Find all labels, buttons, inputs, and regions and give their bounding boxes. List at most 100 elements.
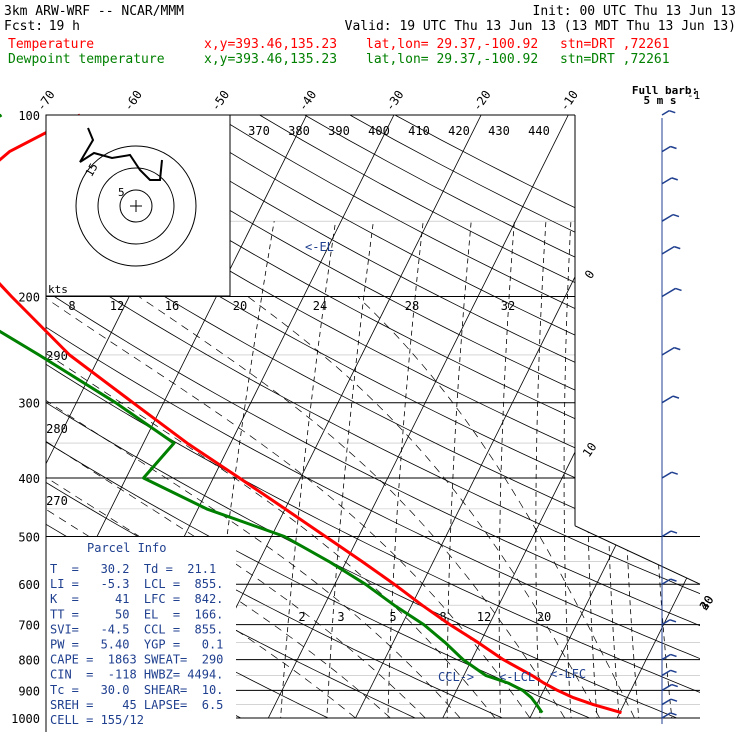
isotherm-label: -50 bbox=[208, 88, 232, 114]
wind-key-title: Full barb: bbox=[632, 84, 698, 97]
mixing-ratio-label: 28 bbox=[405, 299, 419, 313]
wind-barb-flag bbox=[669, 619, 677, 623]
parcel-info-rows: T = 30.2 Td = 21.1LI = -5.3 LCL = 855.K … bbox=[50, 562, 223, 727]
mixing-ratio-label: 5 bbox=[389, 610, 396, 624]
mixing-ratio-label: 12 bbox=[110, 299, 124, 313]
valid-time: Valid: 19 UTC Thu 13 Jun 13 (13 MDT Thu … bbox=[345, 19, 736, 34]
wind-barb-flag bbox=[670, 712, 677, 716]
dry-adiabat-line bbox=[214, 115, 700, 718]
wind-barb-flag bbox=[670, 669, 677, 674]
wind-barb bbox=[661, 213, 674, 222]
parcel-info-row: K = 41 LFC = 842. bbox=[50, 592, 223, 606]
wind-barb-flag bbox=[675, 287, 682, 292]
model-title: 3km ARW-WRF -- NCAR/MMM bbox=[4, 4, 184, 19]
wind-barb-flag bbox=[671, 471, 678, 475]
dry-adiabat-line bbox=[46, 115, 700, 718]
dry-adiabat-line bbox=[46, 115, 700, 718]
temp-station: stn=DRT ,72261 bbox=[560, 37, 670, 52]
pressure-label: 200 bbox=[18, 291, 40, 305]
parcel-info-row: PW = 5.40 YGP = 0.1 bbox=[50, 638, 223, 652]
dry-adiabat-label: 290 bbox=[46, 349, 68, 363]
pressure-label: 600 bbox=[18, 578, 40, 592]
dew-xy: x,y=393.46,135.23 bbox=[204, 52, 337, 67]
isotherm-label: -20 bbox=[470, 88, 494, 114]
frame-skew bbox=[574, 525, 701, 585]
moist-adiabat-line bbox=[46, 296, 391, 718]
mixing-ratio-line bbox=[387, 221, 424, 718]
profiles bbox=[0, 113, 622, 715]
temp-latlon: lat,lon= 29.37,-100.92 bbox=[366, 37, 538, 52]
theta-label: 400 bbox=[368, 124, 390, 138]
mixing-ratio-line bbox=[279, 221, 336, 718]
mixing-ratio-label: 2 bbox=[298, 610, 305, 624]
wind-barb bbox=[661, 698, 672, 706]
wind-barb-flag bbox=[670, 578, 677, 582]
isotherm-line bbox=[267, 115, 569, 718]
wind-barb bbox=[661, 110, 670, 116]
dry-adiabat-label: 280 bbox=[46, 422, 68, 436]
isotherm-label: -10 bbox=[557, 88, 581, 114]
wind-barb-flag bbox=[670, 530, 678, 534]
hodograph-ring-2 bbox=[97, 167, 175, 245]
theta-label: 380 bbox=[288, 124, 310, 138]
isotherm-line bbox=[616, 115, 700, 718]
mixing-ratio-label: 20 bbox=[537, 610, 551, 624]
dry-adiabat-line bbox=[46, 115, 700, 718]
dry-adiabat-line bbox=[46, 115, 700, 718]
wind-barb-flag bbox=[671, 683, 678, 688]
hodograph-units: kts bbox=[48, 283, 68, 296]
theta-label: 370 bbox=[248, 124, 270, 138]
wind-barbs bbox=[661, 109, 682, 724]
mixing-ratio-line bbox=[622, 221, 641, 718]
wind-barb bbox=[661, 712, 671, 719]
pressure-label: 400 bbox=[18, 472, 40, 486]
wind-barb bbox=[661, 145, 671, 153]
pressure-label: 100 bbox=[18, 109, 40, 123]
wind-barb bbox=[661, 530, 672, 538]
hodograph-ring-label-5: 5 bbox=[118, 186, 125, 199]
wind-barb-flag bbox=[670, 145, 677, 150]
dry-adiabat-line bbox=[46, 115, 700, 718]
pressure-label: 1000 bbox=[11, 712, 40, 726]
temperature-legend: Temperature bbox=[8, 37, 94, 52]
mixing-ratio-label: 3 bbox=[337, 610, 344, 624]
dry-adiabat-label: 270 bbox=[46, 494, 68, 508]
dry-adiabat-line bbox=[46, 115, 700, 718]
mixing-ratio-line bbox=[498, 221, 515, 718]
parcel-info-row: Tc = 30.0 SHEAR= 10. bbox=[50, 683, 223, 697]
ccl-annotation: CCL-> bbox=[438, 670, 474, 684]
isotherm-label: 10 bbox=[580, 440, 600, 460]
wind-barb bbox=[661, 683, 673, 692]
moist-adiabat-line bbox=[46, 296, 461, 718]
parcel-info-row: TT = 50 EL = 166. bbox=[50, 607, 223, 621]
hodograph-trace bbox=[79, 127, 163, 181]
wind-barb bbox=[661, 245, 675, 255]
theta-label: 420 bbox=[448, 124, 470, 138]
wind-barb bbox=[661, 471, 673, 479]
temp-xy: x,y=393.46,135.23 bbox=[204, 37, 337, 52]
isotherm-label: -40 bbox=[295, 88, 319, 114]
parcel-info-row: SVI= -4.5 CCL = 855. bbox=[50, 622, 223, 636]
wind-barb bbox=[661, 653, 671, 661]
dewpoint-legend: Dewpoint temperature bbox=[8, 52, 165, 67]
parcel-info-panel: Parcel Info T = 30.2 Td = 21.1LI = -5.3 … bbox=[45, 537, 236, 732]
pressure-label: 800 bbox=[18, 654, 40, 668]
parcel-info-row: LI = -5.3 LCL = 855. bbox=[50, 577, 223, 591]
mixing-ratio-label: 12 bbox=[477, 610, 491, 624]
wind-barb-flag bbox=[670, 698, 678, 702]
theta-label: 390 bbox=[328, 124, 350, 138]
forecast-hour: 19 h bbox=[49, 19, 80, 34]
pressure-label: 900 bbox=[18, 684, 40, 698]
hodograph-ring-1 bbox=[119, 189, 153, 223]
wind-key-exponent: -1 bbox=[687, 89, 700, 102]
isotherm-line bbox=[355, 115, 656, 718]
hodograph-ring-3 bbox=[75, 145, 197, 267]
dry-adiabat-line bbox=[46, 115, 700, 718]
hodograph-ring-label-15: 15 bbox=[83, 161, 101, 179]
mixing-ratio-line bbox=[325, 221, 374, 718]
dry-adiabat-line bbox=[78, 115, 700, 718]
wind-barb bbox=[661, 287, 676, 298]
parcel-info-row: CELL = 155/12 bbox=[50, 713, 144, 727]
wind-barb bbox=[661, 669, 671, 677]
pressure-label: 300 bbox=[18, 397, 40, 411]
